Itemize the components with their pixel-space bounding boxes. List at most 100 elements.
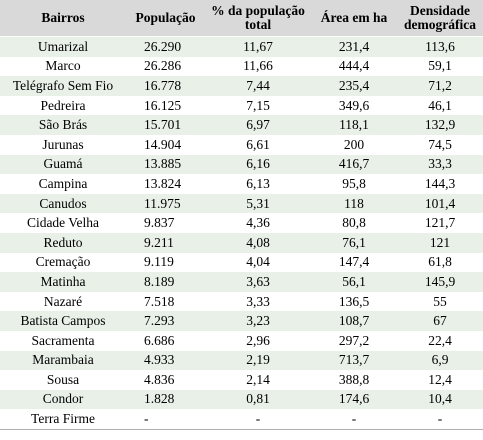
cell-area: 136,5 bbox=[311, 291, 397, 312]
table-row: São Brás 15.701 6,97 118,1 132,9 bbox=[0, 115, 483, 135]
cell-area: 118,1 bbox=[311, 115, 397, 135]
cell-bairro: Marambaia bbox=[0, 350, 126, 371]
cell-area: 231,4 bbox=[311, 36, 397, 57]
cell-densidade: 132,9 bbox=[397, 115, 483, 135]
cell-bairro: Reduto bbox=[0, 232, 126, 253]
cell-bairro: Matinha bbox=[0, 272, 126, 292]
cell-area: 349,6 bbox=[311, 95, 397, 116]
cell-pct-populacao: 11,66 bbox=[205, 56, 311, 77]
cell-populacao: 9.119 bbox=[126, 252, 205, 273]
header-pct-line1: % da população bbox=[211, 3, 305, 18]
cell-populacao: 9.211 bbox=[126, 232, 205, 253]
cell-densidade: 121 bbox=[397, 232, 483, 253]
cell-pct-populacao: 6,97 bbox=[205, 115, 311, 135]
table-body: Umarizal 26.290 11,67 231,4 113,6 Marco 26.286… bbox=[0, 36, 483, 430]
cell-bairro: São Brás bbox=[0, 115, 126, 135]
cell-area: 416,7 bbox=[311, 154, 397, 175]
cell-pct-populacao: 3,33 bbox=[205, 291, 311, 312]
cell-populacao: 16.125 bbox=[126, 95, 205, 116]
table-row: Reduto 9.211 4,08 76,1 121 bbox=[0, 232, 483, 253]
cell-area: 56,1 bbox=[311, 272, 397, 292]
table-row: Pedreira 16.125 7,15 349,6 46,1 bbox=[0, 95, 483, 116]
table-row: Cidade Velha 9.837 4,36 80,8 121,7 bbox=[0, 213, 483, 233]
table-row: Terra Firme - - - - bbox=[0, 409, 483, 430]
table-row: Sacramenta 6.686 2,96 297,2 22,4 bbox=[0, 330, 483, 351]
header-populacao: População bbox=[126, 0, 205, 37]
header-bairros-label: Bairros bbox=[41, 10, 85, 25]
cell-densidade: 101,4 bbox=[397, 193, 483, 214]
cell-densidade: 33,3 bbox=[397, 154, 483, 175]
cell-area: 80,8 bbox=[311, 213, 397, 233]
cell-pct-populacao: 11,67 bbox=[205, 36, 311, 57]
cell-area: 108,7 bbox=[311, 311, 397, 331]
table-row: Marambaia 4.933 2,19 713,7 6,9 bbox=[0, 350, 483, 371]
cell-densidade: - bbox=[397, 409, 483, 430]
cell-populacao: 4.933 bbox=[126, 350, 205, 371]
cell-populacao: 1.828 bbox=[126, 389, 205, 410]
cell-pct-populacao: 2,14 bbox=[205, 370, 311, 390]
cell-pct-populacao: 4,04 bbox=[205, 252, 311, 273]
cell-densidade: 113,6 bbox=[397, 36, 483, 57]
cell-populacao: 16.778 bbox=[126, 76, 205, 96]
header-dens-line2: demográfica bbox=[404, 17, 476, 32]
cell-bairro: Sacramenta bbox=[0, 330, 126, 351]
cell-pct-populacao: 4,36 bbox=[205, 213, 311, 233]
table-row: Batista Campos 7.293 3,23 108,7 67 bbox=[0, 311, 483, 331]
table-row: Guamá 13.885 6,16 416,7 33,3 bbox=[0, 154, 483, 175]
table-row: Canudos 11.975 5,31 118 101,4 bbox=[0, 193, 483, 214]
cell-densidade: 59,1 bbox=[397, 56, 483, 77]
cell-populacao: 14.904 bbox=[126, 134, 205, 155]
cell-bairro: Pedreira bbox=[0, 95, 126, 116]
cell-bairro: Nazaré bbox=[0, 291, 126, 312]
cell-area: 118 bbox=[311, 193, 397, 214]
cell-populacao: 26.290 bbox=[126, 36, 205, 57]
cell-populacao: 4.836 bbox=[126, 370, 205, 390]
cell-populacao: 7.518 bbox=[126, 291, 205, 312]
cell-area: 95,8 bbox=[311, 174, 397, 194]
cell-populacao: 11.975 bbox=[126, 193, 205, 214]
cell-bairro: Terra Firme bbox=[0, 409, 126, 430]
table-row: Marco 26.286 11,66 444,4 59,1 bbox=[0, 56, 483, 77]
cell-area: 147,4 bbox=[311, 252, 397, 273]
cell-densidade: 121,7 bbox=[397, 213, 483, 233]
cell-pct-populacao: 6,16 bbox=[205, 154, 311, 175]
cell-densidade: 46,1 bbox=[397, 95, 483, 116]
header-area-label: Área em ha bbox=[320, 10, 388, 25]
cell-bairro: Batista Campos bbox=[0, 311, 126, 331]
cell-pct-populacao: 7,15 bbox=[205, 95, 311, 116]
table-row: Matinha 8.189 3,63 56,1 145,9 bbox=[0, 272, 483, 292]
cell-populacao: 13.885 bbox=[126, 154, 205, 175]
cell-densidade: 12,4 bbox=[397, 370, 483, 390]
table-row: Condor 1.828 0,81 174,6 10,4 bbox=[0, 389, 483, 410]
table-row: Telégrafo Sem Fio 16.778 7,44 235,4 71,2 bbox=[0, 76, 483, 96]
cell-pct-populacao: 7,44 bbox=[205, 76, 311, 96]
table-header: Bairros População % da população total Á… bbox=[0, 0, 483, 37]
cell-densidade: 144,3 bbox=[397, 174, 483, 194]
cell-bairro: Guamá bbox=[0, 154, 126, 175]
header-row: Bairros População % da população total Á… bbox=[0, 0, 483, 37]
cell-pct-populacao: 4,08 bbox=[205, 232, 311, 253]
header-pct-line2: total bbox=[244, 17, 272, 32]
cell-area: 174,6 bbox=[311, 389, 397, 410]
bairros-table: Bairros População % da população total Á… bbox=[0, 0, 483, 430]
header-dens-line1: Densidade bbox=[409, 3, 470, 18]
cell-bairro: Campina bbox=[0, 174, 126, 194]
cell-bairro: Umarizal bbox=[0, 36, 126, 57]
cell-populacao: 15.701 bbox=[126, 115, 205, 135]
header-pct-populacao: % da população total bbox=[205, 0, 311, 37]
cell-pct-populacao: 6,13 bbox=[205, 174, 311, 194]
cell-area: 76,1 bbox=[311, 232, 397, 253]
cell-populacao: 13.824 bbox=[126, 174, 205, 194]
cell-area: 444,4 bbox=[311, 56, 397, 77]
cell-bairro: Marco bbox=[0, 56, 126, 77]
cell-area: 388,8 bbox=[311, 370, 397, 390]
cell-bairro: Condor bbox=[0, 389, 126, 410]
table-row: Sousa 4.836 2,14 388,8 12,4 bbox=[0, 370, 483, 390]
cell-populacao: 6.686 bbox=[126, 330, 205, 351]
header-area: Área em ha bbox=[311, 0, 397, 37]
cell-pct-populacao: 0,81 bbox=[205, 389, 311, 410]
cell-pct-populacao: 2,19 bbox=[205, 350, 311, 371]
cell-populacao: 26.286 bbox=[126, 56, 205, 77]
header-densidade: Densidade demográfica bbox=[397, 0, 483, 37]
